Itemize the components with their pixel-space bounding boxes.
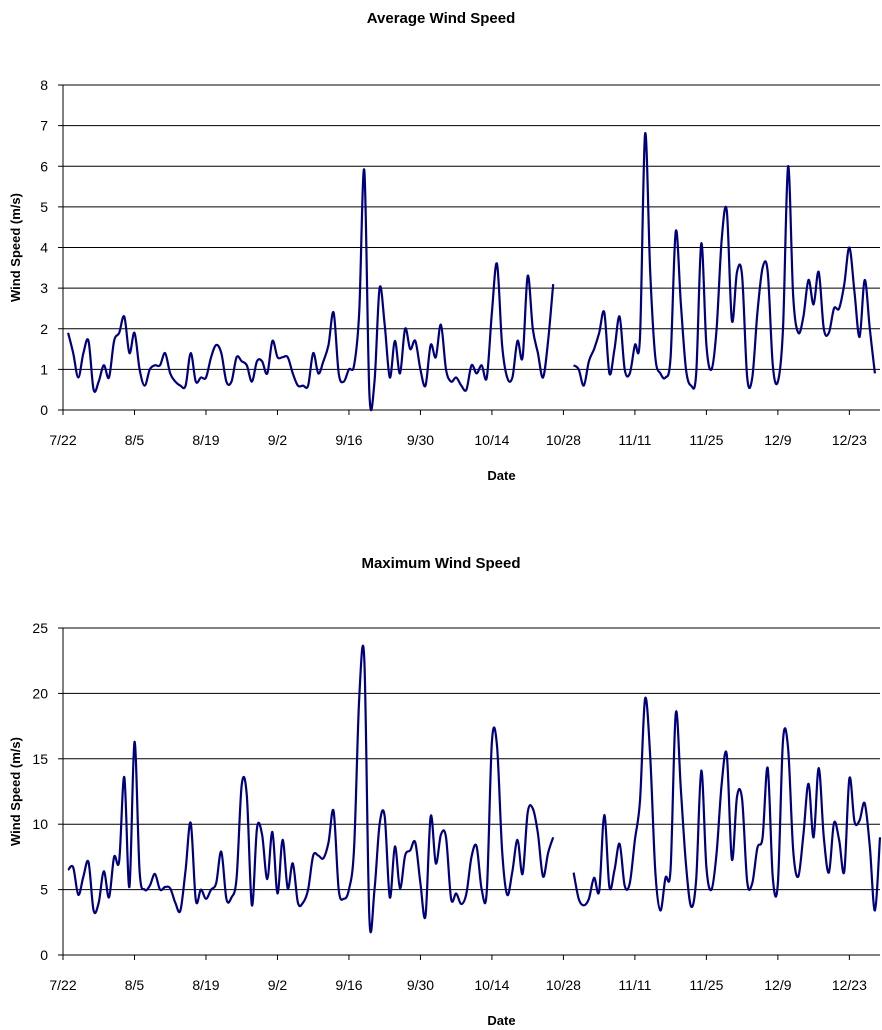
y-axis-title: Wind Speed (m/s): [8, 193, 23, 302]
x-tick-label: 11/25: [689, 977, 723, 993]
chart-title: Average Wind Speed: [366, 10, 516, 27]
series-line: [572, 132, 876, 390]
x-tick-label: 11/11: [618, 977, 651, 993]
y-tick-label: 0: [40, 402, 48, 418]
y-tick-label: 1: [40, 361, 48, 377]
x-tick-label: 8/19: [192, 432, 219, 448]
chart-plot: 0 5 10 15 20 25 7/22 8/5 8/19 9/2 9/16 9/30 10/14 10/…: [8, 620, 882, 1028]
y-tick-label: 8: [40, 77, 48, 93]
average-wind-speed-chart: Average Wind Speed 0 1 2 3 4 5 6 7 8 7/22 8/5 8/19 9…: [0, 0, 882, 500]
x-axis-title: Date: [487, 468, 515, 483]
x-tick-label: 12/9: [764, 432, 791, 448]
y-tick-label: 10: [32, 816, 48, 832]
y-tick-label: 15: [32, 751, 48, 767]
x-tick-label: 9/30: [407, 432, 434, 448]
x-tick-label: 9/16: [335, 977, 362, 993]
y-tick-label: 3: [40, 280, 48, 296]
x-tick-label: 10/28: [546, 432, 581, 448]
x-tick-label: 8/19: [192, 977, 219, 993]
y-tick-label: 25: [32, 620, 48, 636]
y-tick-label: 4: [40, 240, 48, 256]
x-tick-label: 7/22: [49, 432, 76, 448]
y-tick-label: 0: [40, 947, 48, 963]
y-tick-label: 7: [40, 118, 48, 134]
x-tick-label: 10/28: [546, 977, 581, 993]
x-tick-label: 9/2: [268, 977, 288, 993]
maximum-wind-speed-chart: Maximum Wind Speed 0 5 10 15 20 25 7/22 8/5 8/19…: [0, 545, 882, 1030]
series-line: [67, 168, 555, 412]
x-tick-label: 11/25: [689, 432, 723, 448]
y-tick-label: 6: [40, 158, 48, 174]
x-tick-label: 8/5: [125, 432, 145, 448]
x-tick-label: 10/14: [474, 432, 509, 448]
chart-title: Maximum Wind Speed: [361, 555, 521, 572]
y-axis-title: Wind Speed (m/s): [8, 737, 23, 846]
y-tick-label: 20: [32, 685, 48, 701]
x-tick-label: 7/22: [49, 977, 76, 993]
x-tick-label: 12/23: [832, 432, 867, 448]
series-line: [67, 644, 555, 934]
x-tick-label: 12/23: [832, 977, 867, 993]
x-tick-label: 9/2: [268, 432, 288, 448]
x-tick-label: 9/30: [407, 977, 434, 993]
x-tick-label: 9/16: [335, 432, 362, 448]
y-tick-label: 2: [40, 321, 48, 337]
x-tick-label: 10/14: [474, 977, 509, 993]
x-tick-label: 12/9: [764, 977, 791, 993]
x-tick-label: 8/5: [125, 977, 145, 993]
y-tick-label: 5: [40, 199, 48, 215]
x-tick-label: 11/11: [618, 432, 651, 448]
x-axis-title: Date: [487, 1013, 515, 1028]
chart-plot: 0 1 2 3 4 5 6 7 8 7/22 8/5 8/19 9/2 9/16 9/30 10/14 10/2…: [8, 77, 880, 483]
y-tick-label: 5: [40, 882, 48, 898]
series-line: [572, 696, 882, 912]
